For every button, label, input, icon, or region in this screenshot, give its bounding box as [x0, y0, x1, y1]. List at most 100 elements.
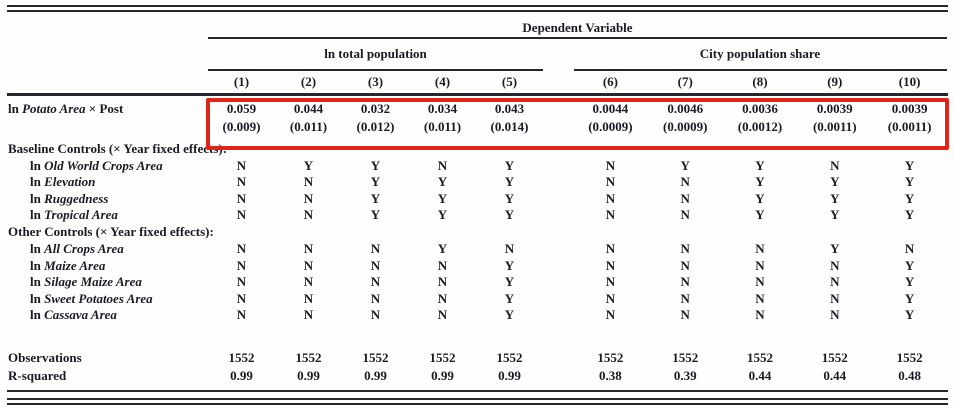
- control-cell: Y: [437, 207, 448, 222]
- se-cell: (0.014): [490, 119, 529, 134]
- control-cell: Y: [370, 158, 381, 173]
- coef-cell: 0.059: [226, 101, 257, 116]
- stat-cell: 0.39: [673, 368, 697, 383]
- column-number: (4): [434, 74, 451, 89]
- control-cell: N: [236, 241, 247, 256]
- coef-cell: 0.0039: [816, 101, 853, 116]
- dependent-variable-header-row: Dependent Variable: [8, 20, 948, 36]
- control-cell: N: [303, 258, 314, 273]
- control-cell: Y: [904, 258, 915, 273]
- control-cell: N: [680, 191, 690, 206]
- control-cell: N: [605, 191, 616, 206]
- stat-row: R-squared 0.99 0.99 0.99 0.99 0.99 0.38 0.39 0.4…: [8, 368, 948, 384]
- control-cell: N: [236, 207, 247, 222]
- control-cell: N: [605, 207, 616, 222]
- control-cell: N: [303, 191, 314, 206]
- row-label-prefix: ln: [30, 174, 45, 189]
- column-number-row: (1) (2) (3) (4) (5) (6) (7) (8) (9) (10): [8, 74, 948, 90]
- row-label: ln Cassava Area: [8, 307, 208, 323]
- se-row: (0.009) (0.011) (0.012) (0.011) (0.014) (0.00…: [8, 119, 948, 135]
- coef-cell: 0.0039: [891, 101, 928, 116]
- control-cell: Y: [504, 307, 515, 322]
- stat-cell: 0.99: [498, 368, 521, 383]
- row-label: Observations: [8, 350, 82, 365]
- control-cell: N: [605, 158, 616, 173]
- control-cell: N: [437, 307, 448, 322]
- stat-cell: 1552: [746, 350, 773, 365]
- group2-rule: [574, 69, 947, 71]
- group-label-city-population-share: City population share: [699, 46, 821, 61]
- dependent-variable-rule: [208, 37, 947, 39]
- control-cell: N: [755, 241, 765, 256]
- control-cell: Y: [830, 207, 840, 222]
- control-cell: Y: [830, 191, 840, 206]
- stat-cell: 0.99: [431, 368, 454, 383]
- control-row: ln Tropical Area N N Y Y Y N N Y Y Y: [8, 207, 948, 223]
- group-label-ln-total-population: ln total population: [324, 46, 427, 61]
- row-label-italic: Ruggedness: [44, 191, 109, 206]
- stat-cell: 1552: [672, 350, 699, 365]
- stat-cell: 0.48: [898, 368, 921, 383]
- se-cell: (0.0011): [887, 119, 932, 134]
- control-cell: N: [236, 274, 247, 289]
- control-cell: N: [680, 258, 690, 273]
- control-cell: Y: [303, 158, 314, 173]
- stat-cell: 1552: [429, 350, 456, 365]
- control-cell: Y: [755, 174, 765, 189]
- control-cell: N: [437, 274, 448, 289]
- coef-cell: 0.0046: [667, 101, 704, 116]
- control-cell: N: [437, 291, 448, 306]
- stat-cell: 1552: [362, 350, 389, 365]
- control-cell: N: [605, 174, 616, 189]
- row-label: ln Old World Crops Area: [8, 158, 208, 174]
- coef-cell: 0.0036: [742, 101, 778, 116]
- row-label-prefix: ln: [30, 191, 45, 206]
- row-label: ln All Crops Area: [8, 241, 208, 257]
- row-label: ln Potato Area × Post: [8, 101, 208, 117]
- se-cell: (0.009): [222, 119, 261, 134]
- stat-cell: 0.99: [297, 368, 320, 383]
- control-cell: N: [370, 258, 381, 273]
- row-label-italic: Sweet Potatoes Area: [44, 291, 153, 306]
- stat-cell: 0.99: [230, 368, 253, 383]
- stat-cell: 1552: [295, 350, 322, 365]
- stat-cell: 1552: [821, 350, 848, 365]
- control-cell: Y: [437, 191, 448, 206]
- control-cell: N: [370, 307, 381, 322]
- control-cell: Y: [504, 274, 515, 289]
- control-cell: N: [830, 158, 840, 173]
- control-cell: Y: [437, 241, 448, 256]
- control-cell: N: [303, 207, 314, 222]
- row-label-prefix: ln: [30, 258, 45, 273]
- stat-cell: 0.99: [364, 368, 387, 383]
- control-cell: N: [755, 291, 765, 306]
- control-row: ln Sweet Potatoes Area N N N N Y N N N N Y: [8, 291, 948, 307]
- column-number: (10): [898, 74, 921, 89]
- row-label-prefix: ln: [30, 241, 45, 256]
- control-cell: N: [236, 158, 247, 173]
- control-cell: N: [605, 307, 616, 322]
- column-number: (7): [677, 74, 693, 89]
- se-cell: (0.0012): [737, 119, 783, 134]
- top-rule-outer: [7, 5, 948, 7]
- control-cell: Y: [680, 158, 690, 173]
- control-cell: N: [680, 241, 690, 256]
- se-cell: (0.0009): [662, 119, 708, 134]
- control-cell: Y: [370, 191, 381, 206]
- control-cell: Y: [830, 174, 840, 189]
- control-cell: Y: [755, 191, 765, 206]
- control-cell: N: [236, 191, 247, 206]
- row-label-italic: Cassava Area: [44, 307, 117, 322]
- control-row: ln Elevation N N Y Y Y N N Y Y Y: [8, 174, 948, 190]
- control-cell: Y: [904, 291, 915, 306]
- group1-rule: [208, 69, 543, 71]
- control-cell: N: [904, 241, 915, 256]
- column-number: (8): [752, 74, 768, 89]
- row-label: ln Silage Maize Area: [8, 274, 208, 290]
- row-label-prefix: ln: [30, 291, 45, 306]
- row-label: ln Maize Area: [8, 258, 208, 274]
- control-cell: N: [605, 241, 616, 256]
- control-cell: Y: [504, 291, 515, 306]
- control-cell: Y: [904, 207, 915, 222]
- row-label-italic: Old World Crops Area: [44, 158, 163, 173]
